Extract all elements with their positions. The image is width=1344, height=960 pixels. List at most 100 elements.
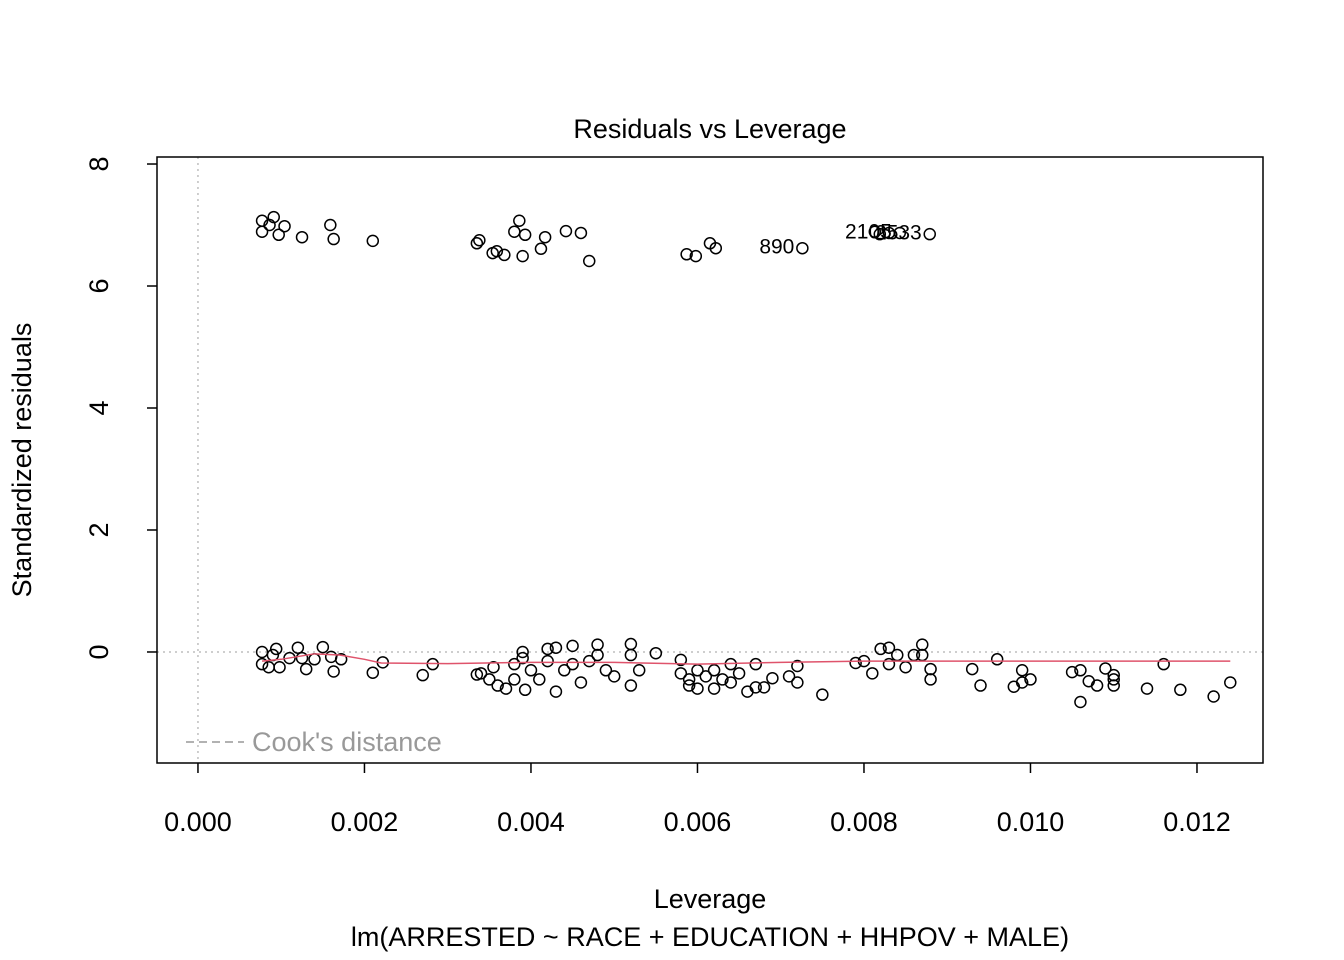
point [324,218,337,232]
point [474,667,488,680]
point [1157,657,1170,671]
point [866,667,879,680]
point [796,241,809,255]
point [582,654,596,668]
point [689,249,703,263]
point [816,688,829,701]
point [299,662,313,676]
point [1015,664,1029,677]
point [516,651,529,665]
point [291,641,305,654]
point [508,657,521,671]
point [591,648,604,662]
point [873,227,887,241]
point [724,676,738,689]
point [534,242,548,256]
point [791,659,804,673]
point [490,244,504,258]
point [574,226,588,240]
point [366,666,380,679]
point [295,230,309,244]
point [518,683,532,697]
y-tick-label: 4 [84,400,114,415]
point [791,676,804,689]
point [491,679,504,692]
point [632,664,646,677]
point [707,682,721,695]
point [707,664,721,677]
x-tick-label: 0.006 [664,807,732,837]
point [366,234,380,248]
point [1024,673,1037,686]
point [416,668,429,682]
legend-label: Cook's distance [252,727,442,757]
point [1074,664,1087,677]
point [549,641,563,654]
point-label: 890 [759,236,794,259]
point [473,234,486,247]
point [716,673,729,686]
point [782,670,796,683]
point [273,660,286,674]
x-tick-label: 0.012 [1163,807,1231,837]
point [965,662,979,676]
point [923,227,936,241]
point [1107,673,1120,686]
point [558,664,571,677]
x-tick-label: 0.010 [997,807,1065,837]
point [582,254,596,268]
point [882,657,896,671]
y-tick-label: 6 [84,278,114,293]
point [499,682,513,695]
point [538,230,552,244]
y-tick-label: 8 [84,156,114,171]
point [559,224,573,238]
point [624,648,638,662]
point [566,639,579,653]
point [470,237,484,250]
point-label: 2533 [875,222,922,245]
plot-frame [156,156,1264,764]
y-tick-label: 0 [84,644,114,659]
point [1090,679,1104,692]
point [267,210,280,224]
point [516,645,529,659]
point [882,641,896,654]
point [874,642,887,656]
point [691,682,704,695]
point [599,664,613,677]
point [674,667,688,680]
point [1107,668,1120,682]
point [518,228,532,242]
point [682,679,696,692]
point [849,656,862,670]
point [508,673,521,686]
point [1174,683,1187,697]
point-label: 2105 [845,220,892,243]
point [680,248,693,261]
x-tick-label: 0.008 [830,807,898,837]
point [1207,690,1220,703]
point [682,673,696,686]
point [574,676,588,689]
point [498,248,511,262]
point [334,653,348,666]
point [893,226,907,240]
point [513,214,526,227]
smooth-line [261,653,1231,665]
point [749,657,762,671]
point [566,657,579,671]
point [990,653,1004,666]
point [516,249,529,263]
point [327,665,340,678]
point [487,660,500,674]
x-tick-label: 0.000 [164,807,232,837]
point [255,225,269,238]
point [541,642,554,656]
point [327,232,340,246]
x-tick-label: 0.002 [331,807,399,837]
point [255,657,269,671]
point [766,671,779,685]
